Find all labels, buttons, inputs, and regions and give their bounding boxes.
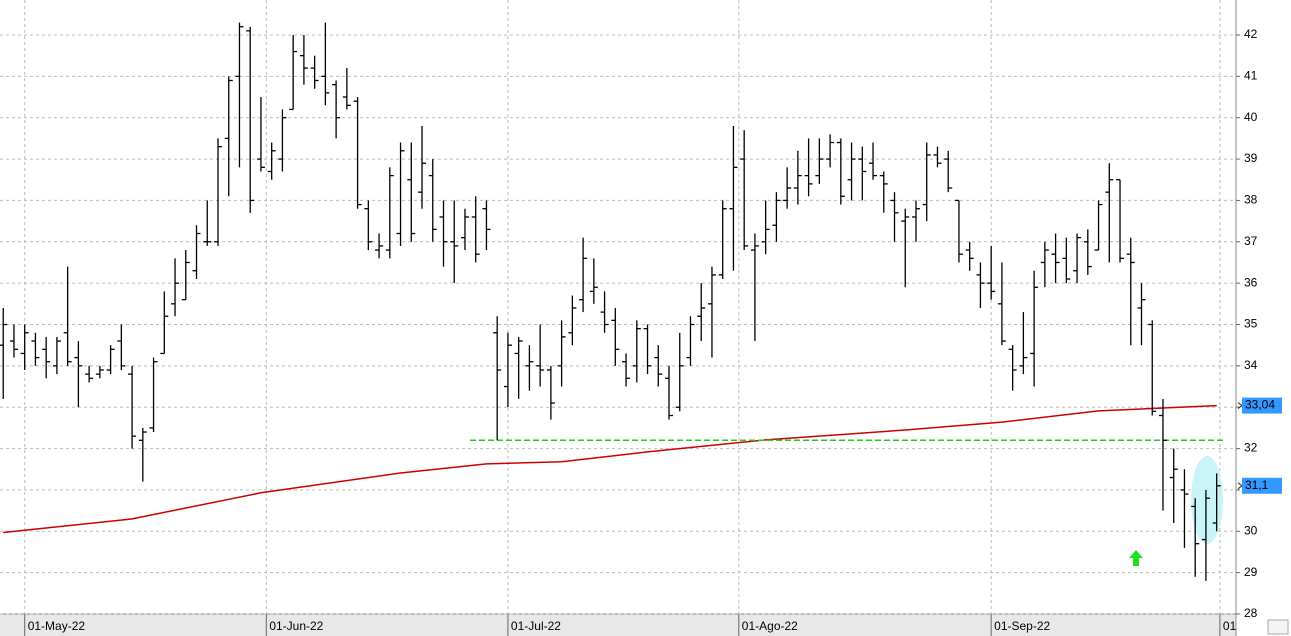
- y-tick-label: 41: [1244, 69, 1258, 83]
- x-tick-label: 01-May-22: [28, 619, 86, 633]
- moving-average: [3, 404, 1217, 534]
- y-tick-label: 34: [1244, 358, 1258, 372]
- y-tick-label: 36: [1244, 275, 1258, 289]
- y-tick-label: 38: [1244, 193, 1258, 207]
- y-tick-label: 37: [1244, 234, 1258, 248]
- y-tick-label: 32: [1244, 441, 1258, 455]
- y-tick-label: 30: [1244, 523, 1258, 537]
- x-axis-strip: [0, 614, 1236, 636]
- price-label-box: [1242, 477, 1282, 494]
- y-tick-label: 39: [1244, 151, 1258, 165]
- price-label-box: [1242, 397, 1282, 414]
- up-arrow: [1129, 550, 1143, 566]
- y-tick-label: 29: [1244, 565, 1258, 579]
- x-tick-label: 01: [1223, 619, 1237, 633]
- x-tick-label: 01-Jul-22: [511, 619, 561, 633]
- x-tick-label: 01-Jun-22: [269, 619, 323, 633]
- price-label-pointer: [1237, 482, 1243, 490]
- price-label: 33,04: [1245, 398, 1275, 412]
- x-tick-label: 01-Ago-22: [742, 619, 798, 633]
- labels: 28293031323334353637383940414201-May-220…: [28, 27, 1282, 633]
- price-label-pointer: [1237, 402, 1243, 409]
- y-tick-label: 40: [1244, 110, 1258, 124]
- x-tick-label: 01-Sep-22: [994, 619, 1050, 633]
- corner-icon[interactable]: [1267, 619, 1289, 635]
- bars: [0, 22, 1221, 581]
- price-label: 31,1: [1245, 478, 1269, 492]
- marks: [3, 404, 1224, 534]
- y-tick-label: 35: [1244, 317, 1258, 331]
- y-tick-label: 28: [1244, 606, 1258, 620]
- y-tick-label: 42: [1244, 27, 1258, 41]
- highlight-ellipse: [1191, 456, 1223, 544]
